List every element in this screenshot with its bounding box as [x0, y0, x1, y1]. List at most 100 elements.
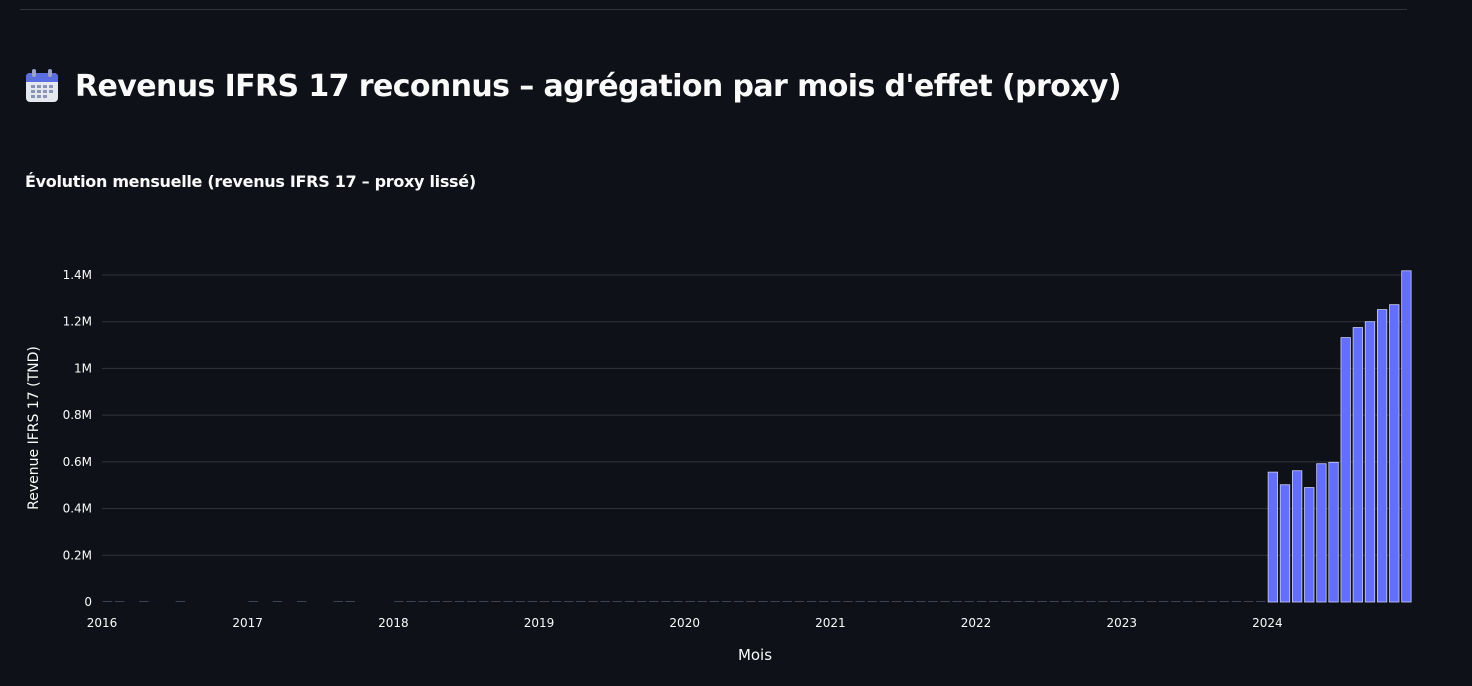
- revenue-bar[interactable]: [1292, 470, 1303, 603]
- revenue-bar[interactable]: [721, 601, 732, 602]
- revenue-bar[interactable]: [430, 601, 440, 602]
- revenue-bar[interactable]: [636, 601, 647, 602]
- revenue-bar[interactable]: [976, 601, 987, 602]
- revenue-bar[interactable]: [1183, 601, 1193, 602]
- x-tick-label: 2019: [524, 616, 555, 630]
- revenue-bar[interactable]: [1304, 487, 1315, 603]
- revenue-bar[interactable]: [454, 601, 465, 602]
- revenue-bar[interactable]: [916, 601, 926, 602]
- revenue-bar[interactable]: [964, 601, 975, 602]
- revenue-bar[interactable]: [139, 601, 149, 602]
- revenue-bar[interactable]: [114, 601, 125, 602]
- revenue-bar[interactable]: [1025, 601, 1035, 602]
- revenue-bar[interactable]: [612, 601, 623, 602]
- revenue-bar[interactable]: [1013, 601, 1023, 602]
- revenue-bar[interactable]: [503, 601, 513, 602]
- revenue-bar[interactable]: [1134, 601, 1145, 602]
- revenue-bar[interactable]: [1037, 601, 1047, 602]
- revenue-bar[interactable]: [491, 601, 501, 602]
- revenue-bar[interactable]: [333, 601, 343, 602]
- revenue-bar[interactable]: [1061, 601, 1072, 602]
- revenue-bar[interactable]: [1086, 601, 1096, 602]
- y-tick-label: 1.2M: [63, 315, 92, 329]
- revenue-bar[interactable]: [794, 601, 805, 602]
- revenue-bar[interactable]: [867, 601, 877, 602]
- x-tick-label: 2021: [815, 616, 846, 630]
- revenue-bar[interactable]: [1389, 304, 1400, 603]
- revenue-bar[interactable]: [394, 601, 404, 602]
- revenue-bar[interactable]: [685, 601, 695, 602]
- revenue-bar[interactable]: [1364, 321, 1376, 603]
- revenue-bar[interactable]: [1255, 601, 1266, 602]
- revenue-bar[interactable]: [345, 601, 355, 602]
- revenue-bar[interactable]: [1243, 601, 1254, 602]
- revenue-bar[interactable]: [1267, 471, 1278, 603]
- revenue-bar[interactable]: [248, 601, 258, 602]
- revenue-bar[interactable]: [1340, 337, 1351, 603]
- x-axis-title: Mois: [738, 646, 772, 664]
- revenue-bar[interactable]: [1316, 463, 1327, 603]
- revenue-bar[interactable]: [818, 601, 829, 602]
- revenue-bar[interactable]: [1195, 601, 1205, 602]
- revenue-bar[interactable]: [527, 601, 538, 602]
- revenue-bar[interactable]: [758, 601, 768, 602]
- revenue-bar[interactable]: [903, 601, 914, 602]
- y-tick-label: 1M: [74, 361, 92, 375]
- revenue-bar[interactable]: [806, 601, 817, 602]
- revenue-bar[interactable]: [296, 601, 307, 602]
- revenue-bar[interactable]: [1279, 484, 1291, 603]
- revenue-bar[interactable]: [697, 601, 708, 602]
- revenue-bar[interactable]: [1352, 327, 1363, 603]
- revenue-bar[interactable]: [891, 601, 902, 602]
- revenue-bar[interactable]: [539, 601, 550, 602]
- revenue-bar[interactable]: [102, 601, 113, 602]
- revenue-bar[interactable]: [746, 601, 756, 602]
- revenue-bar[interactable]: [406, 601, 416, 602]
- revenue-bar[interactable]: [1219, 601, 1230, 602]
- revenue-bar[interactable]: [1073, 601, 1084, 602]
- revenue-bar[interactable]: [588, 601, 598, 602]
- revenue-bar[interactable]: [1146, 601, 1157, 602]
- revenue-bar[interactable]: [1158, 601, 1169, 602]
- revenue-bar[interactable]: [952, 601, 962, 602]
- revenue-bar[interactable]: [1098, 601, 1108, 602]
- revenue-bar[interactable]: [855, 601, 865, 602]
- revenue-bar[interactable]: [624, 601, 635, 602]
- revenue-bar[interactable]: [442, 601, 453, 602]
- revenue-bar[interactable]: [1231, 601, 1242, 602]
- revenue-bar[interactable]: [1122, 601, 1132, 602]
- revenue-bar[interactable]: [418, 601, 428, 602]
- revenue-bar[interactable]: [940, 601, 950, 602]
- revenue-bar[interactable]: [551, 601, 562, 602]
- revenue-bar[interactable]: [1001, 601, 1011, 602]
- revenue-bar[interactable]: [1049, 601, 1060, 602]
- revenue-bar[interactable]: [1207, 601, 1217, 602]
- revenue-bar[interactable]: [831, 601, 841, 602]
- revenue-bar[interactable]: [649, 601, 659, 602]
- revenue-bar[interactable]: [1171, 601, 1181, 602]
- revenue-bar[interactable]: [782, 601, 793, 602]
- revenue-bar[interactable]: [879, 601, 890, 602]
- revenue-bar[interactable]: [564, 601, 574, 602]
- revenue-bar[interactable]: [661, 601, 671, 602]
- revenue-bar[interactable]: [988, 601, 999, 602]
- revenue-bar[interactable]: [928, 601, 938, 602]
- revenue-bar[interactable]: [600, 601, 610, 602]
- revenue-bar[interactable]: [175, 601, 186, 602]
- y-tick-label: 0.8M: [63, 408, 92, 422]
- revenue-bar[interactable]: [770, 601, 780, 602]
- revenue-bar[interactable]: [709, 601, 720, 602]
- revenue-bar[interactable]: [733, 601, 744, 602]
- revenue-bar[interactable]: [479, 601, 489, 602]
- revenue-bar[interactable]: [1376, 309, 1388, 603]
- revenue-bar[interactable]: [673, 601, 683, 602]
- revenue-bar[interactable]: [1110, 601, 1120, 602]
- revenue-bar[interactable]: [466, 601, 477, 602]
- revenue-bar[interactable]: [576, 601, 586, 602]
- revenue-bar[interactable]: [843, 601, 853, 602]
- revenue-bar[interactable]: [1328, 461, 1339, 603]
- revenue-bar[interactable]: [272, 601, 283, 602]
- revenue-bar[interactable]: [515, 601, 525, 602]
- revenue-bar[interactable]: [1401, 270, 1412, 603]
